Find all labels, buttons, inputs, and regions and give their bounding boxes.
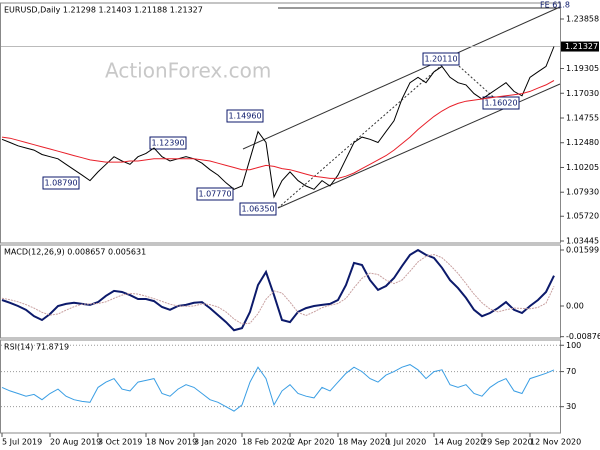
x-tick-label: 18 May 2020 [338, 438, 390, 447]
channel-upper [242, 6, 561, 150]
rsi-panel [0, 339, 561, 434]
y-tick-label: 1.10205 [566, 163, 599, 172]
projection-line [449, 57, 501, 104]
x-tick-label: 3 Jan 2020 [194, 438, 237, 447]
series-line [1, 253, 555, 325]
watermark: ActionForex.com [105, 59, 271, 83]
y-tick-label: 70 [566, 367, 576, 376]
macd-panel [0, 244, 561, 339]
x-tick-label: 29 Sep 2020 [482, 438, 533, 447]
x-tick-label: 5 Jul 2019 [2, 438, 42, 447]
annotation-box [422, 52, 460, 66]
series-line [1, 80, 555, 179]
annotation-box [196, 187, 234, 201]
annotation-box [482, 96, 520, 110]
chart-title: RSI(14) 71.8719 [4, 343, 69, 352]
y-tick-label: 1.19305 [566, 64, 599, 73]
annotation: 1.12390 [151, 139, 184, 148]
last-price-label: 1.21327 [565, 42, 598, 51]
x-tick-label: 3 Oct 2019 [98, 438, 142, 447]
x-tick-label: 18 Feb 2020 [242, 438, 292, 447]
y-tick-label: 30 [566, 402, 576, 411]
annotation: 1.08790 [44, 179, 77, 188]
annotation: FE 61.8 [540, 1, 570, 10]
chart-title: MACD(12,26,9) 0.008657 0.005631 [4, 248, 146, 257]
y-tick-label: 1.17030 [566, 89, 599, 98]
y-tick-label: 1.05720 [566, 212, 599, 221]
annotation: 1.06350 [241, 205, 274, 214]
x-tick-label: 18 Nov 2019 [146, 438, 197, 447]
x-tick-label: 2 Apr 2020 [290, 438, 334, 447]
annotation: 1.07770 [198, 190, 231, 199]
annotation-box [239, 202, 277, 216]
y-tick-label: 1.07930 [566, 188, 599, 197]
x-tick-label: 14 Aug 2020 [434, 438, 485, 447]
x-tick-label: 12 Nov 2020 [530, 438, 581, 447]
price-panel [0, 2, 561, 244]
series-line [1, 46, 555, 199]
annotation-box [226, 109, 264, 123]
y-tick-label: -0.00876 [566, 332, 600, 341]
series-line [1, 364, 555, 412]
y-tick-label: 1.12480 [566, 138, 599, 147]
y-tick-label: 0.015991 [566, 246, 600, 255]
y-tick-label: 1.14755 [566, 113, 599, 122]
y-tick-label: 1.23858 [566, 15, 599, 24]
y-tick-label: 100 [566, 341, 581, 350]
annotation: 1.14960 [228, 112, 261, 121]
annotation: 1.16020 [484, 99, 517, 108]
x-tick-label: 1 Jul 2020 [386, 438, 426, 447]
chart-title: EURUSD,Daily 1.21298 1.21403 1.21188 1.2… [4, 6, 203, 15]
last-price-box [561, 41, 599, 52]
annotations: FE 61.8 1.20110 1.16020 1.14960 1.12390 1.087… [42, 1, 570, 216]
y-tick-label: 1.03445 [566, 236, 599, 245]
annotation: 1.20110 [424, 55, 457, 64]
x-tick-label: 20 Aug 2019 [50, 438, 101, 447]
y-tick-label: 0.00 [566, 301, 584, 310]
annotation-box [42, 176, 80, 190]
annotation-box [149, 136, 187, 150]
